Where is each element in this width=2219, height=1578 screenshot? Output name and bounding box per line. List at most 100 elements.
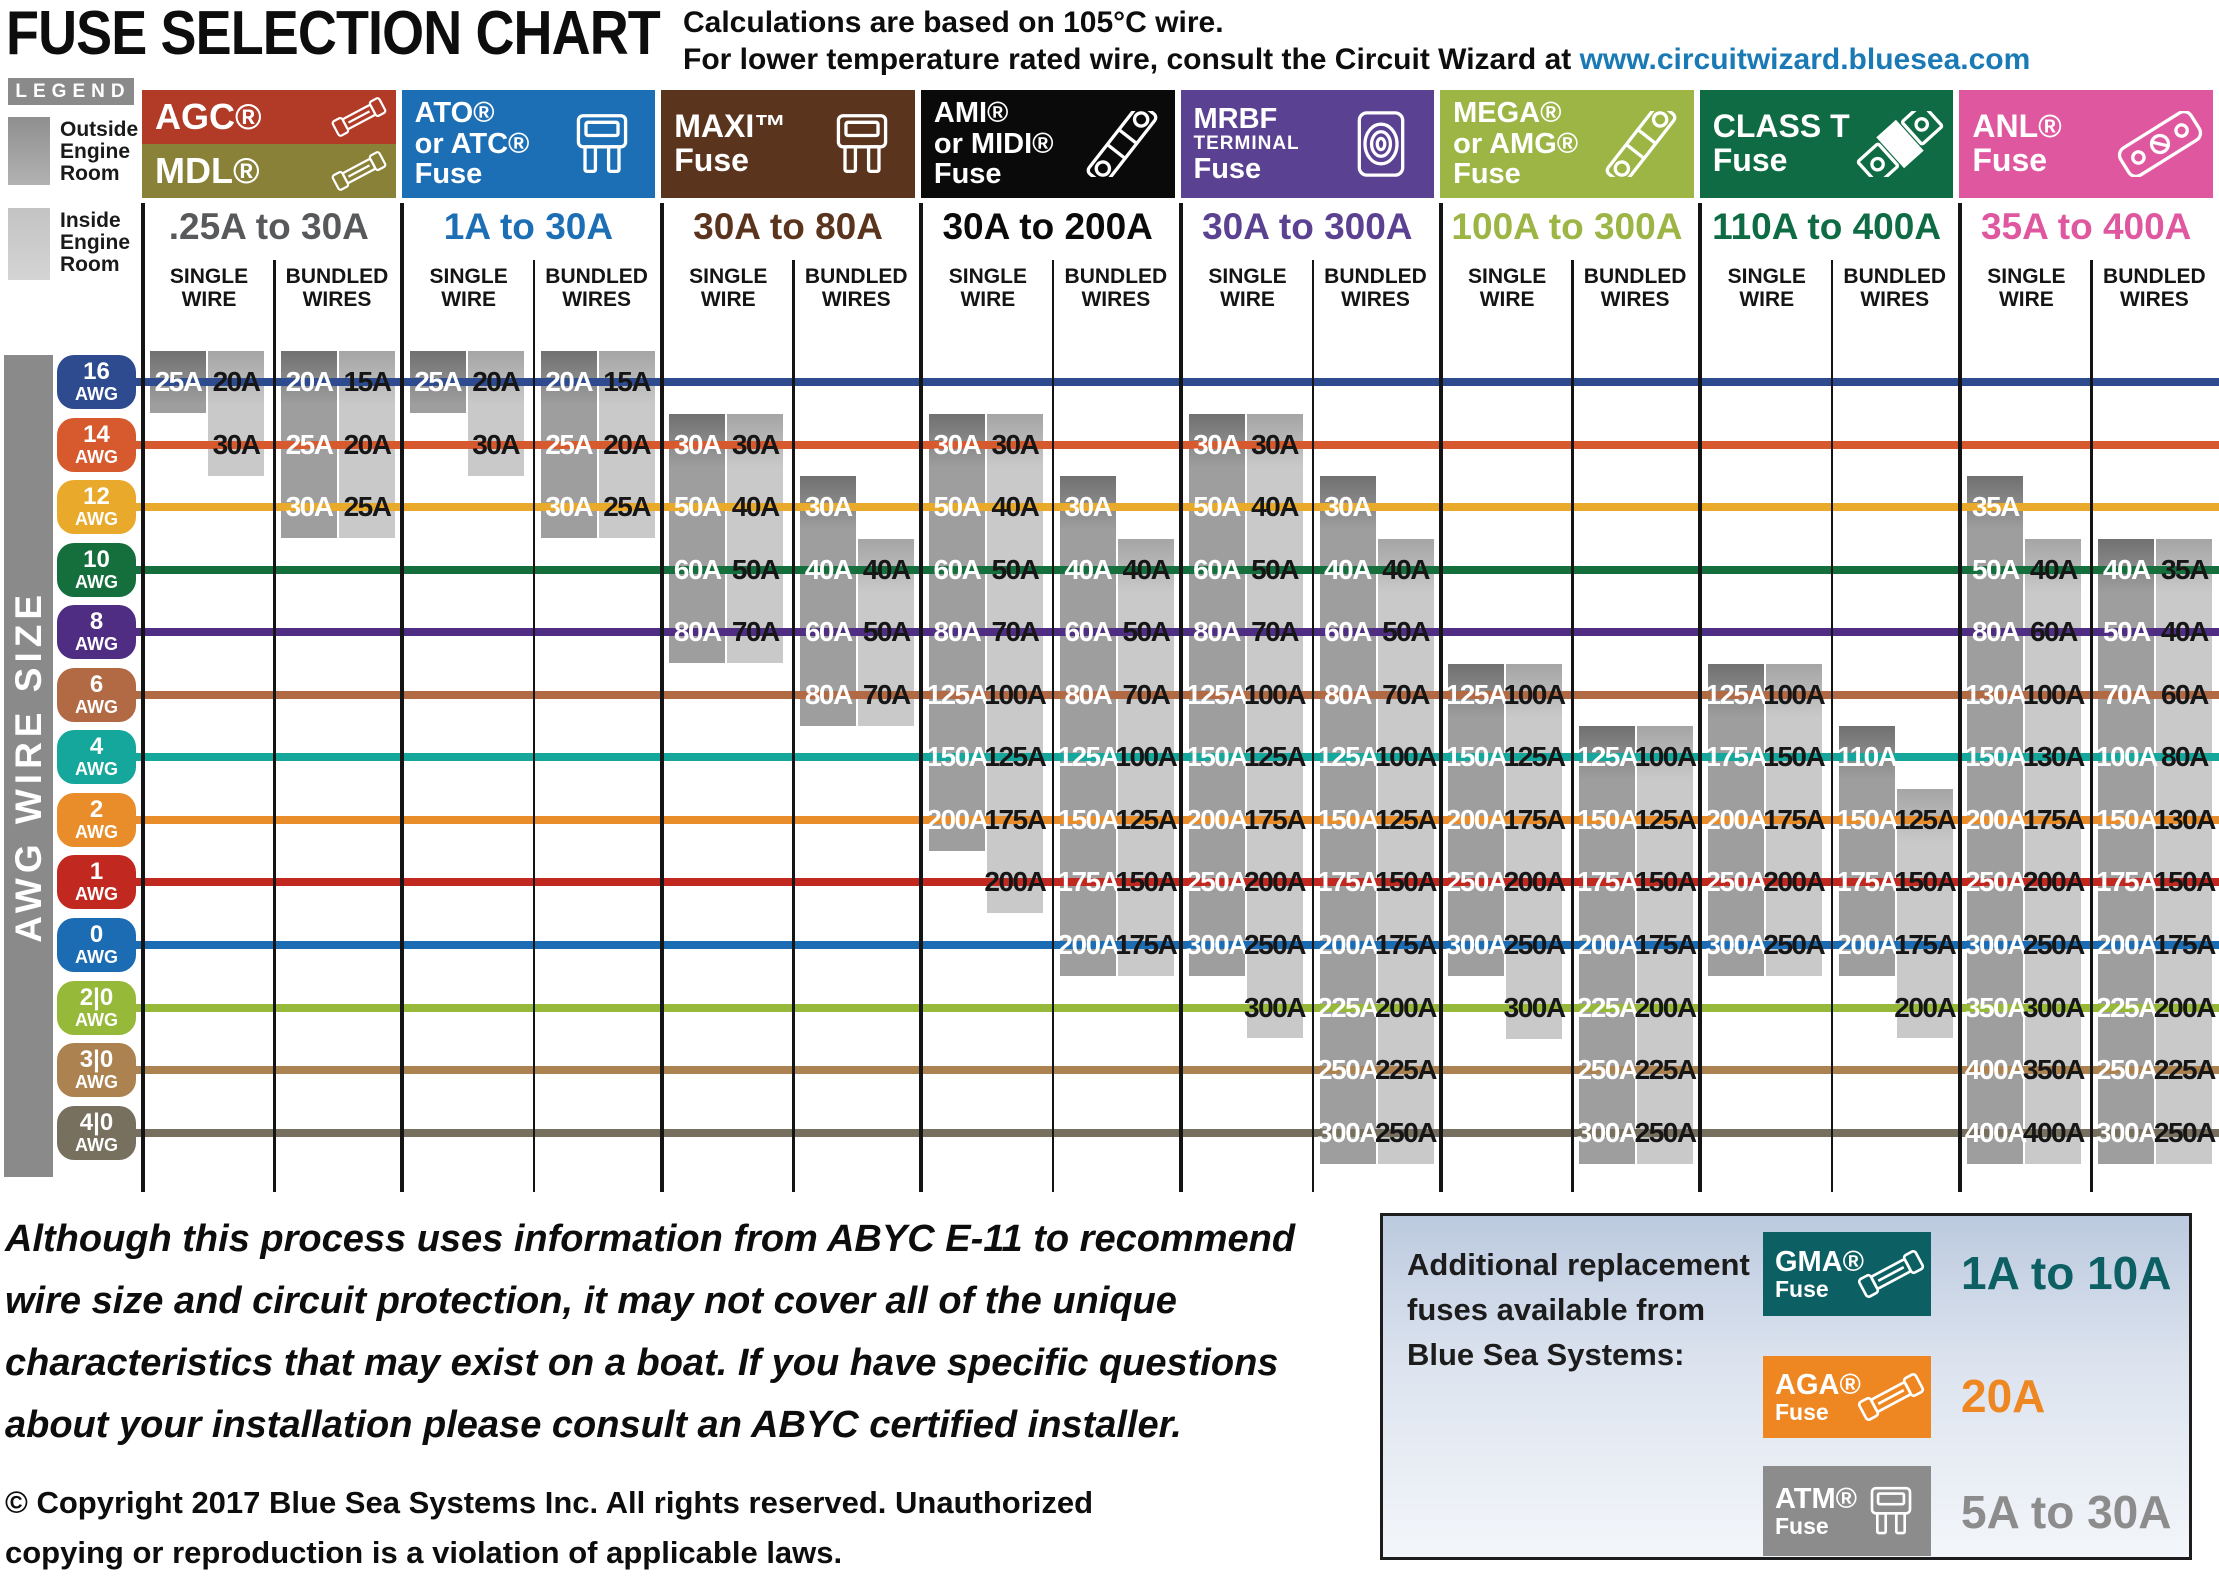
mrbf-bundled-inside-bar (1377, 538, 1434, 1164)
amp-value: 130A (1964, 678, 2027, 710)
awg-badge-4-0: 4|0 AWG (57, 1105, 136, 1160)
amp-value: 150A (2153, 866, 2216, 898)
amp-value: 50A (2102, 616, 2151, 648)
amp-value: 250A (1763, 928, 1825, 960)
awg-badge-14: 14 AWG (57, 417, 136, 472)
agc-mdl-bundled-inside-bar (339, 351, 395, 539)
amp-value: 30A (285, 491, 334, 523)
amp-value: 125A (926, 678, 988, 710)
mrbf-single-wire-label: SINGLE WIRE (1208, 265, 1287, 311)
amp-value: 30A (933, 428, 981, 460)
ami-midi-single-outside-bar (928, 413, 985, 851)
maxi-bundled-inside-bar (858, 538, 915, 726)
wire-line-4awg (90, 753, 2219, 762)
amp-value: 200A (1836, 928, 1898, 960)
legend-swatch-outside (8, 117, 50, 185)
circuit-wizard-link[interactable]: www.circuitwizard.bluesea.com (1579, 43, 2031, 76)
amp-value: 40A (2160, 616, 2209, 648)
amp-value: 40A (862, 553, 911, 585)
amp-value: 25A (414, 366, 462, 397)
amp-value: 50A (862, 616, 911, 648)
fuse-name-text: ATO® (414, 97, 495, 130)
maxi-range: 30A to 80A (693, 206, 883, 247)
amp-value: 175A (1634, 928, 1697, 960)
amp-value: 125A (1375, 803, 1437, 835)
mega-amg-bundled-wires-label: BUNDLED WIRES (1583, 265, 1687, 311)
ato-atc-bundled-wires-label: BUNDLED WIRES (545, 265, 648, 311)
maxi-header: MAXI™ Fuse (661, 90, 915, 198)
amp-value: 200A (926, 803, 988, 835)
amp-value: 150A (1115, 866, 1177, 898)
amp-value: 130A (2022, 741, 2085, 773)
amp-value: 40A (1122, 553, 1170, 585)
amp-value: 150A (1375, 866, 1437, 898)
fuse-name-text: Fuse (1193, 152, 1262, 185)
subtitle: Calculations are based on 105°C wire. Fo… (683, 4, 2030, 78)
class-t-header: CLASS T Fuse (1699, 90, 1954, 198)
amp-value: 50A (991, 553, 1039, 585)
ami-midi-bundled-outside-bar (1059, 476, 1116, 976)
amp-value: 100A (2022, 678, 2085, 710)
amp-value: 30A (731, 428, 780, 460)
ami-midi-bundled-wires-label: BUNDLED WIRES (1064, 265, 1168, 311)
amp-value: 400A (1964, 1116, 2027, 1148)
anl-header: ANL® Fuse (1959, 90, 2213, 198)
fuse-name-text: MAXI™ (674, 108, 787, 145)
amp-value: 80A (1064, 678, 1112, 710)
amp-value: 30A (472, 428, 520, 460)
amp-value: 300A (1445, 928, 1508, 960)
amp-value: 80A (673, 616, 722, 648)
amp-value: 250A (1705, 866, 1767, 898)
glass-fuse-icon (1853, 1243, 1929, 1305)
subcolumn-divider (1051, 260, 1055, 1192)
gma-fuse-chip: GMA® Fuse (1763, 1232, 1931, 1316)
wire-line-3-0awg (90, 1066, 2219, 1075)
amp-value: 125A (1894, 803, 1956, 835)
amp-value: 50A (933, 491, 981, 523)
mega-amg-header-part: MEGA® or AMG® Fuse (1440, 90, 1694, 198)
agc-mdl-bundled-wires-label: BUNDLED WIRES (285, 265, 389, 311)
ami-midi-single-inside-bar (986, 413, 1043, 914)
amp-value: 150A (1763, 741, 1825, 773)
amp-value: 110A (1837, 741, 1898, 773)
anl-range: 35A to 400A (1980, 206, 2192, 247)
amp-value: 150A (1894, 866, 1956, 898)
mrbf-single-inside-bar (1246, 413, 1303, 1039)
maxi-single-outside-bar (669, 413, 726, 664)
amp-value: 40A (1382, 553, 1430, 585)
fuse-name-text: Fuse (414, 158, 483, 191)
amp-value: 150A (1576, 803, 1639, 835)
amp-value: 250A (1503, 928, 1566, 960)
amp-value: 200A (1057, 928, 1119, 960)
amp-value: 30A (1064, 491, 1112, 523)
amp-value: 200A (1705, 803, 1767, 835)
amp-value: 225A (1317, 991, 1379, 1023)
amp-value: 50A (1193, 491, 1241, 523)
amp-value: 175A (1763, 803, 1825, 835)
bolt-fuse-icon (1073, 103, 1171, 185)
wire-line-1awg (90, 878, 2219, 887)
mega-amg-bundled-outside-bar (1579, 726, 1636, 1164)
fuse-name-text: or AMG® (1453, 127, 1579, 160)
ato-atc-header-part: ATO® or ATC® Fuse (401, 90, 656, 198)
amp-value: 225A (2153, 1054, 2216, 1086)
amp-value: 30A (673, 428, 722, 460)
mrbf-bundled-outside-bar (1319, 476, 1376, 1164)
anl-bundled-inside-bar (2156, 538, 2213, 1164)
column-divider (1957, 203, 1962, 1192)
amp-value: 300A (1317, 1116, 1379, 1148)
fuse-name-text: Fuse (1712, 142, 1788, 178)
anl-fuse-icon (2111, 109, 2209, 179)
awg-badge-16: 16 AWG (57, 355, 136, 409)
amp-value: 150A (926, 741, 988, 773)
ato-atc-bundled-outside-bar (540, 351, 597, 539)
ami-midi-single-wire-label: SINGLE WIRE (948, 265, 1027, 311)
amp-value: 80A (1324, 678, 1372, 710)
amp-value: 50A (1122, 616, 1170, 648)
amp-value: 150A (1057, 803, 1119, 835)
amp-value: 60A (1324, 616, 1372, 648)
amp-value: 300A (1186, 928, 1248, 960)
amp-value: 60A (1193, 553, 1241, 585)
wire-line-4-0awg (90, 1128, 2219, 1137)
maxi-header-part: MAXI™ Fuse (661, 90, 915, 198)
